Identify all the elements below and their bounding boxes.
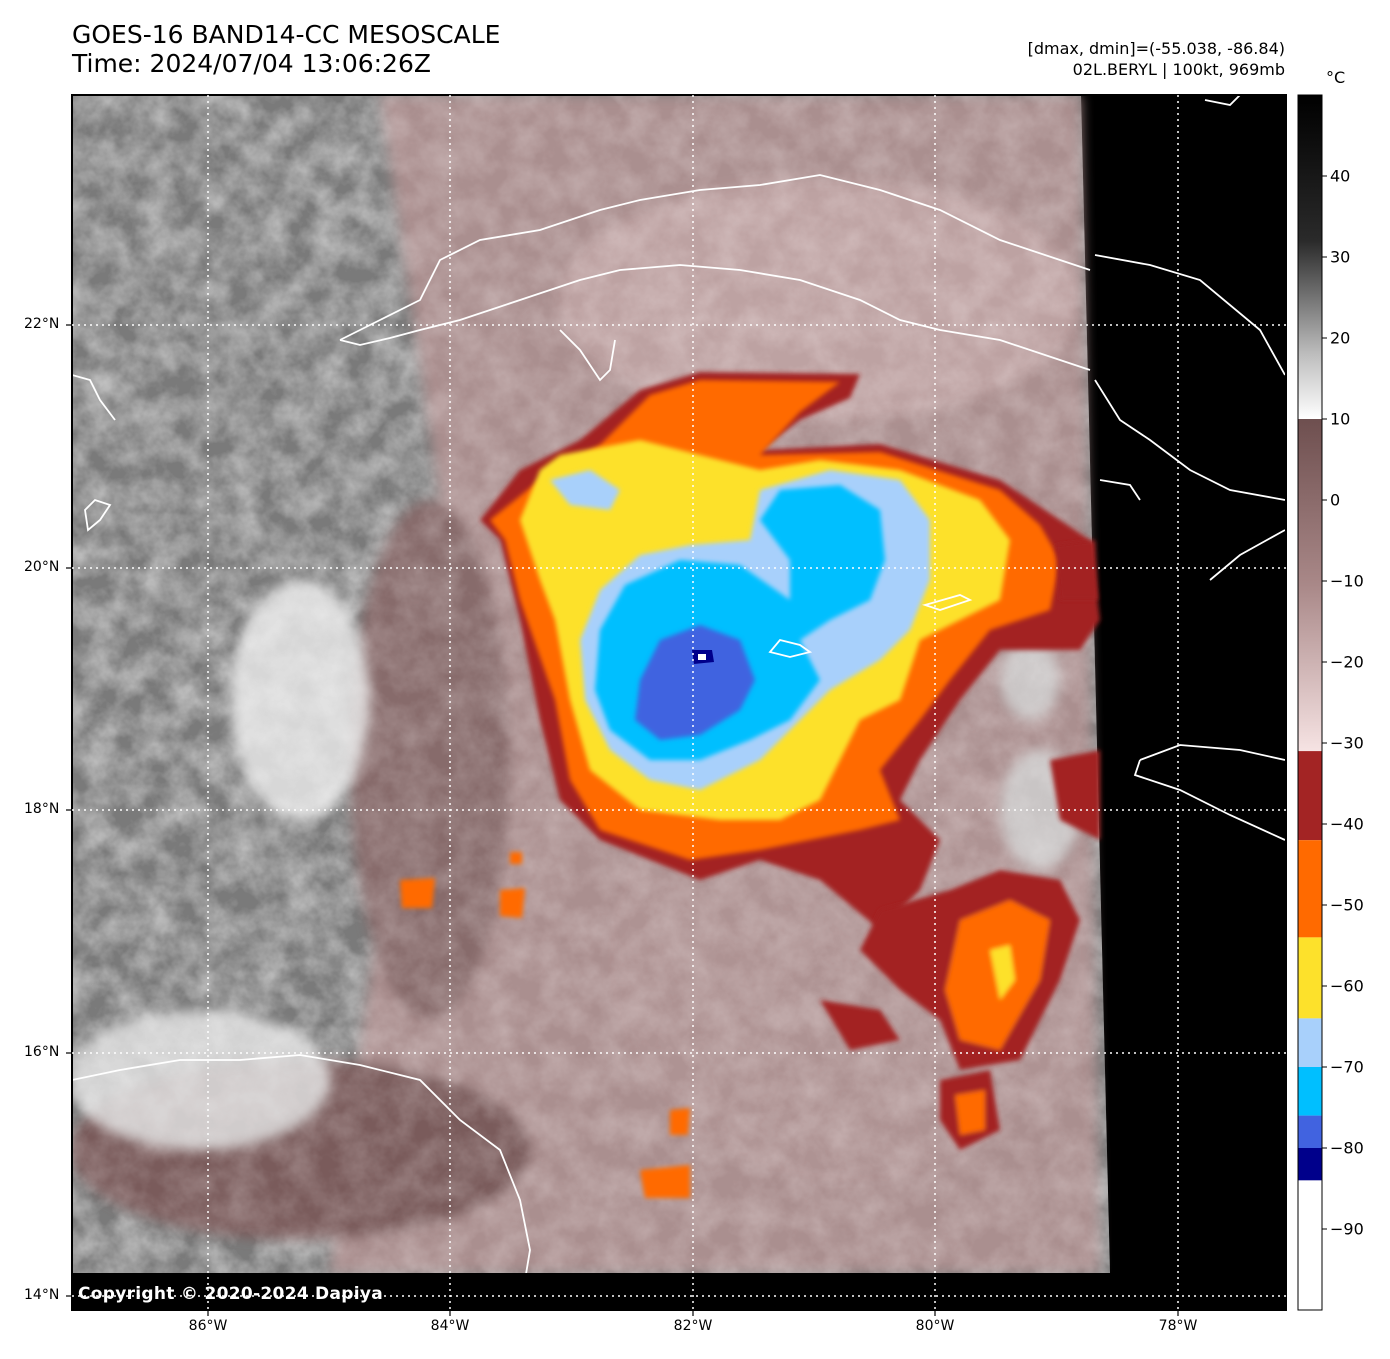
colorbar-tick-label: −30 <box>1330 733 1364 753</box>
colorbar-tick-label: 20 <box>1330 328 1351 348</box>
colorbar-segment <box>1298 1148 1322 1181</box>
map-border <box>71 94 1287 1311</box>
lat-label-16n: 16°N <box>24 1044 60 1060</box>
colorbar-tick-label: 30 <box>1330 247 1351 267</box>
storm-intensity: 02L.BERYL | 100kt, 969mb <box>1072 60 1285 79</box>
colorbar-segment <box>1298 1067 1322 1116</box>
colorbar-tick-label: −60 <box>1330 976 1364 996</box>
colorbar <box>1297 94 1327 1311</box>
colorbar-tick-label: −80 <box>1330 1138 1364 1158</box>
axis-ticks <box>66 324 1179 1316</box>
colorbar-tick-label: −70 <box>1330 1057 1364 1077</box>
lon-label-84w: 84°W <box>430 1318 470 1334</box>
dmax-dmin-readout: [dmax, dmin]=(-55.038, -86.84) <box>1027 39 1285 58</box>
colorbar-frame <box>1297 94 1323 1311</box>
colorbar-segment <box>1298 95 1322 419</box>
colorbar-segment <box>1298 1115 1322 1148</box>
colorbar-tick-label: −50 <box>1330 895 1364 915</box>
colorbar-tick-label: 0 <box>1330 490 1341 510</box>
lat-label-14n: 14°N <box>24 1287 60 1303</box>
lon-label-80w: 80°W <box>915 1318 955 1334</box>
colorbar-segment <box>1298 419 1322 752</box>
colorbar-tick-label: −20 <box>1330 652 1364 672</box>
colorbar-tick-label: 10 <box>1330 409 1351 429</box>
colorbar-segment <box>1298 840 1322 938</box>
colorbar-segment <box>1298 751 1322 841</box>
storm-info: [dmax, dmin]=(-55.038, -86.84) 02L.BERYL… <box>1028 38 1285 80</box>
colorbar-unit: °C <box>1326 68 1346 87</box>
lat-label-18n: 18°N <box>24 801 60 817</box>
colorbar-segment <box>1298 937 1322 1019</box>
coastlines <box>72 95 1286 1310</box>
lat-label-20n: 20°N <box>24 559 60 575</box>
storm-cloud-tops <box>400 372 1100 1198</box>
copyright-text: Copyright © 2020-2024 Dapiya <box>78 1284 383 1304</box>
colorbar-segment <box>1298 1180 1322 1310</box>
lon-label-86w: 86°W <box>188 1318 228 1334</box>
lon-label-82w: 82°W <box>673 1318 713 1334</box>
imagery-layer <box>72 95 1286 1310</box>
colorbar-tick-label: −10 <box>1330 571 1364 591</box>
lat-label-22n: 22°N <box>24 316 60 332</box>
lon-label-78w: 78°W <box>1158 1318 1198 1334</box>
colorbar-segment <box>1298 1018 1322 1067</box>
title-product: GOES-16 BAND14-CC MESOSCALE <box>72 20 501 49</box>
figure-title: GOES-16 BAND14-CC MESOSCALE Time: 2024/0… <box>72 20 500 78</box>
title-time: Time: 2024/07/04 13:06:26Z <box>72 49 431 78</box>
colorbar-tick-label: −40 <box>1330 814 1364 834</box>
colorbar-tick-label: −90 <box>1330 1219 1364 1239</box>
colorbar-tick-label: 40 <box>1330 166 1351 186</box>
graticule <box>72 95 1286 1310</box>
